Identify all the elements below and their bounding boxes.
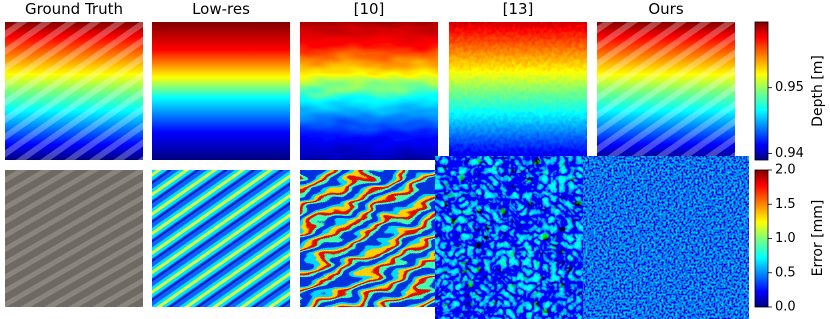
colorbar-label: Depth [m] xyxy=(810,55,826,127)
tick-label: 0.5 xyxy=(775,265,796,280)
error-method-10 xyxy=(300,170,438,307)
depth-method-10 xyxy=(300,22,438,160)
error-low-res xyxy=(152,170,290,307)
column-title: Ours xyxy=(648,0,683,18)
error-ours xyxy=(597,170,735,307)
depth-images xyxy=(5,22,735,160)
tick-label: 1.5 xyxy=(775,197,796,212)
error-colorbar xyxy=(754,169,769,308)
tick-label: 0.94 xyxy=(775,146,804,161)
column-title: [13] xyxy=(503,0,534,18)
tick-label: 0.95 xyxy=(775,80,804,95)
colorbar-label: Error [mm] xyxy=(810,200,826,277)
depth-low-res xyxy=(152,22,290,160)
tick-label: 2.0 xyxy=(775,163,796,178)
column-titles: Ground Truth Low-res [10] [13] Ours xyxy=(25,0,684,18)
error-method-13 xyxy=(449,170,587,307)
depth-colorbar xyxy=(754,21,769,161)
depth-ours xyxy=(597,22,735,160)
depth-method-13 xyxy=(449,22,587,160)
error-images xyxy=(5,170,735,307)
depth-ground-truth xyxy=(5,22,143,160)
error-ground-truth xyxy=(5,170,143,307)
tick-label: 0.0 xyxy=(775,300,796,315)
column-title: Ground Truth xyxy=(25,0,123,18)
column-title: [10] xyxy=(354,0,385,18)
tick-label: 1.0 xyxy=(775,231,796,246)
column-title: Low-res xyxy=(192,0,250,18)
